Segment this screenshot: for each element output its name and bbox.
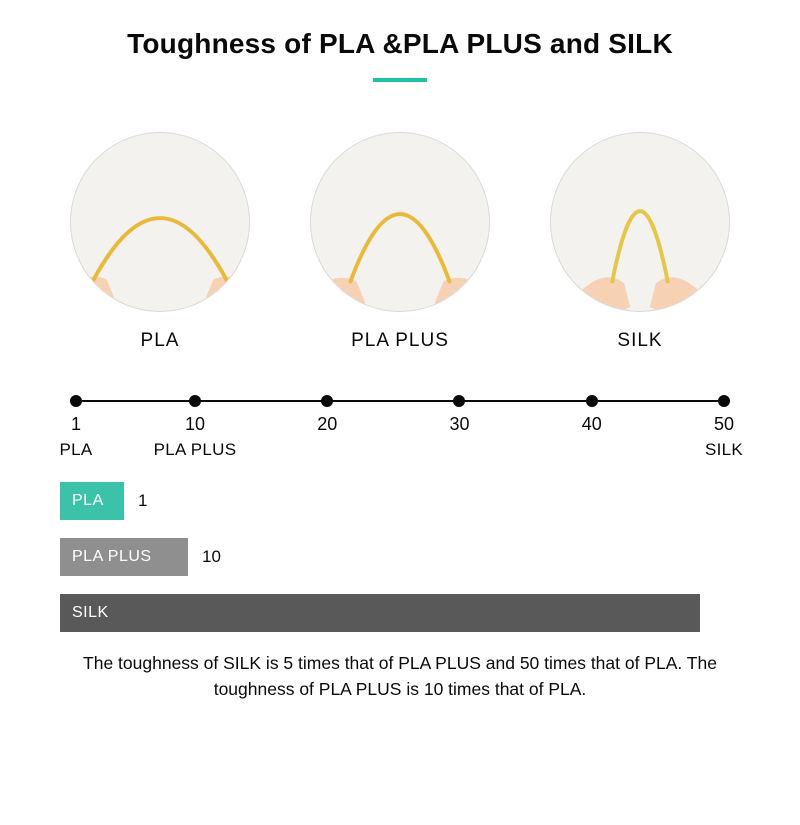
circle-col: PLA xyxy=(60,132,260,352)
accent-bar xyxy=(373,78,427,82)
numberline-tick xyxy=(718,395,730,407)
circle-image-silk xyxy=(550,132,730,312)
bar: SILK xyxy=(60,594,700,632)
numberline-label: 1 xyxy=(71,414,81,435)
numberline-label: 40 xyxy=(582,414,602,435)
circle-image-plaplus xyxy=(310,132,490,312)
bar-chart: PLA 1 PLA PLUS 10 SILK 50 xyxy=(60,482,740,632)
bar-row: SILK 50 xyxy=(60,594,740,632)
bar-row: PLA PLUS 10 xyxy=(60,538,740,576)
circle-row: PLA PLA PLUS SILK xyxy=(0,132,800,352)
hand-right xyxy=(435,278,485,311)
numberline-tick xyxy=(321,395,333,407)
circle-col: SILK xyxy=(540,132,740,352)
bar-row: PLA 1 xyxy=(60,482,740,520)
page-title: Toughness of PLA &PLA PLUS and SILK xyxy=(0,28,800,60)
filament-arc xyxy=(93,218,227,281)
bar: PLA xyxy=(60,482,124,520)
numberline-label: 20 xyxy=(317,414,337,435)
numberline-label: 50 xyxy=(714,414,734,435)
filament-arc xyxy=(351,214,450,281)
numberline-tick xyxy=(453,395,465,407)
bar-value: 50 xyxy=(709,603,728,623)
circle-col: PLA PLUS xyxy=(300,132,500,352)
numberline: 1PLA10PLA PLUS20304050SILK xyxy=(70,400,730,402)
numberline-under-label: SILK xyxy=(705,440,743,460)
numberline-tick xyxy=(189,395,201,407)
caption: The toughness of SILK is 5 times that of… xyxy=(80,650,720,703)
numberline-tick xyxy=(586,395,598,407)
circle-label: PLA xyxy=(60,330,260,352)
numberline-label: 10 xyxy=(185,414,205,435)
circle-image-pla xyxy=(70,132,250,312)
numberline-under-label: PLA xyxy=(59,440,92,460)
bar-value: 10 xyxy=(202,547,221,567)
hand-right xyxy=(650,277,701,311)
numberline-tick xyxy=(70,395,82,407)
numberline-label: 30 xyxy=(449,414,469,435)
numberline-under-label: PLA PLUS xyxy=(154,440,237,460)
hand-left xyxy=(315,278,365,311)
circle-label: PLA PLUS xyxy=(300,330,500,352)
bar-value: 1 xyxy=(138,491,147,511)
hand-left xyxy=(579,277,630,311)
filament-arc xyxy=(612,211,667,281)
circle-label: SILK xyxy=(540,330,740,352)
bar: PLA PLUS xyxy=(60,538,188,576)
